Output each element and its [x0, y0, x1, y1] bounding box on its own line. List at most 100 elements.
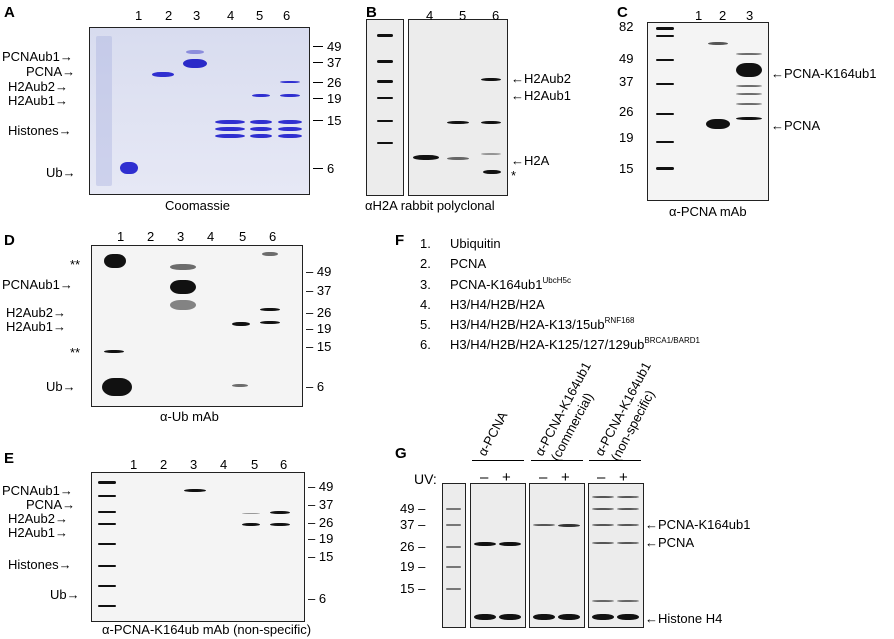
uv-plus: + [561, 469, 570, 486]
lane-number: 3 [193, 8, 201, 23]
band-smear [170, 300, 196, 310]
band-minor [736, 93, 762, 95]
legend-item: 3. PCNA-K164ub1UbcH5c [420, 276, 571, 292]
panel-g-letter: G [395, 445, 407, 462]
mw-label: – 15 [306, 339, 332, 354]
panel-e-letter: E [4, 450, 15, 467]
panel-e-blot [91, 472, 305, 622]
band-faint [592, 508, 614, 510]
label-pcna: PCNA→ [26, 64, 76, 79]
label-pcna: ←PCNA [771, 118, 821, 133]
band-histone [278, 120, 302, 124]
ladder-lane [96, 36, 112, 186]
mw-label: 49 [327, 39, 342, 54]
band-ub [102, 378, 132, 396]
uv-plus: + [502, 469, 511, 486]
band-faint [592, 542, 614, 544]
band-faint [592, 600, 614, 602]
label-pcnaub1: PCNAub1→ [2, 483, 73, 498]
lane-number: 6 [269, 229, 277, 244]
mw-label: – 37 [308, 497, 334, 512]
band-faint [617, 496, 639, 498]
ladder-band [656, 59, 674, 61]
band-h2aub1 [481, 121, 501, 124]
caption-coomassie: Coomassie [165, 198, 231, 213]
panel-b-letter: B [366, 4, 377, 21]
header-line [472, 460, 524, 461]
band-histone-h4 [533, 614, 555, 620]
mw-tick [313, 168, 323, 169]
band-faint [592, 524, 614, 526]
lane-number: 6 [492, 8, 500, 23]
caption-ub-mab: α-Ub mAb [160, 409, 219, 424]
label-ub: Ub→ [50, 587, 80, 602]
band-minor [736, 53, 762, 55]
band-histone [215, 127, 245, 131]
band-histone [250, 134, 272, 138]
band-faint [617, 542, 639, 544]
caption-pcna-mab: α-PCNA mAb [669, 204, 747, 219]
label-h2aub2: H2Aub2→ [6, 305, 66, 320]
mw-label: 49 – [400, 501, 426, 516]
mw-label: 49 [619, 51, 634, 66]
band-faint [617, 508, 639, 510]
panel-c-letter: C [617, 4, 628, 21]
lane-number: 1 [130, 457, 138, 472]
band-h2aub1 [270, 523, 290, 526]
band-histone [215, 134, 245, 138]
panel-a-letter: A [4, 4, 15, 21]
uv-minus: – [539, 469, 548, 486]
lane-number: 1 [135, 8, 143, 23]
ladder-band [377, 120, 393, 122]
lane-number: 5 [251, 457, 259, 472]
label-h2aub1: H2Aub1→ [8, 93, 68, 108]
mw-label: 15 [619, 161, 634, 176]
band-h2a [413, 155, 439, 160]
mw-label: 26 [619, 104, 634, 119]
panel-d-blot [91, 245, 303, 407]
lane-number: 2 [165, 8, 173, 23]
uv-minus: – [597, 469, 606, 486]
lane-number: 4 [207, 229, 215, 244]
mw-tick [313, 62, 323, 63]
label-histones: Histones→ [8, 123, 72, 138]
band-pcna [499, 542, 521, 546]
band-histone-h4 [474, 614, 496, 620]
band-pcna-k164ub1 [736, 63, 762, 77]
band-minor [186, 50, 204, 54]
mw-label: 19 [327, 91, 342, 106]
uv-minus: – [480, 469, 489, 486]
label-h2aub1: ←H2Aub1 [511, 88, 571, 103]
band-histone [278, 127, 302, 131]
mw-label: – 37 [306, 283, 332, 298]
band-minor [736, 103, 762, 105]
ladder-band [446, 588, 461, 590]
band-faint [617, 600, 639, 602]
mw-label: – 6 [308, 591, 327, 606]
mw-label: 37 [327, 55, 342, 70]
band-h2aub1 [242, 523, 260, 526]
band-minor [708, 42, 728, 45]
band-h2aub1 [280, 94, 300, 97]
band-pcnaub1 [183, 59, 207, 68]
panel-c-blot [647, 22, 769, 201]
band-h2aub1 [447, 121, 469, 124]
mw-label: 15 – [400, 581, 426, 596]
ladder-band [446, 546, 461, 548]
mw-label: – 19 [306, 321, 332, 336]
panel-a-gel [89, 27, 310, 195]
mw-tick [313, 82, 323, 83]
band-h2aub2 [270, 511, 290, 514]
label-pcna-k164ub1: ←PCNA-K164ub1 [645, 517, 751, 532]
label-star: * [511, 168, 517, 183]
label-h2aub2: H2Aub2→ [8, 511, 68, 526]
lane-number: 4 [227, 8, 235, 23]
band-pcna-k164ub1 [558, 524, 580, 527]
lane-number: 3 [190, 457, 198, 472]
lane-number: 2 [719, 8, 727, 23]
band-smear [170, 264, 196, 270]
band-star [104, 350, 124, 353]
uv-label: UV: [414, 471, 437, 487]
mw-label: – 26 [308, 515, 334, 530]
mw-tick [313, 46, 323, 47]
